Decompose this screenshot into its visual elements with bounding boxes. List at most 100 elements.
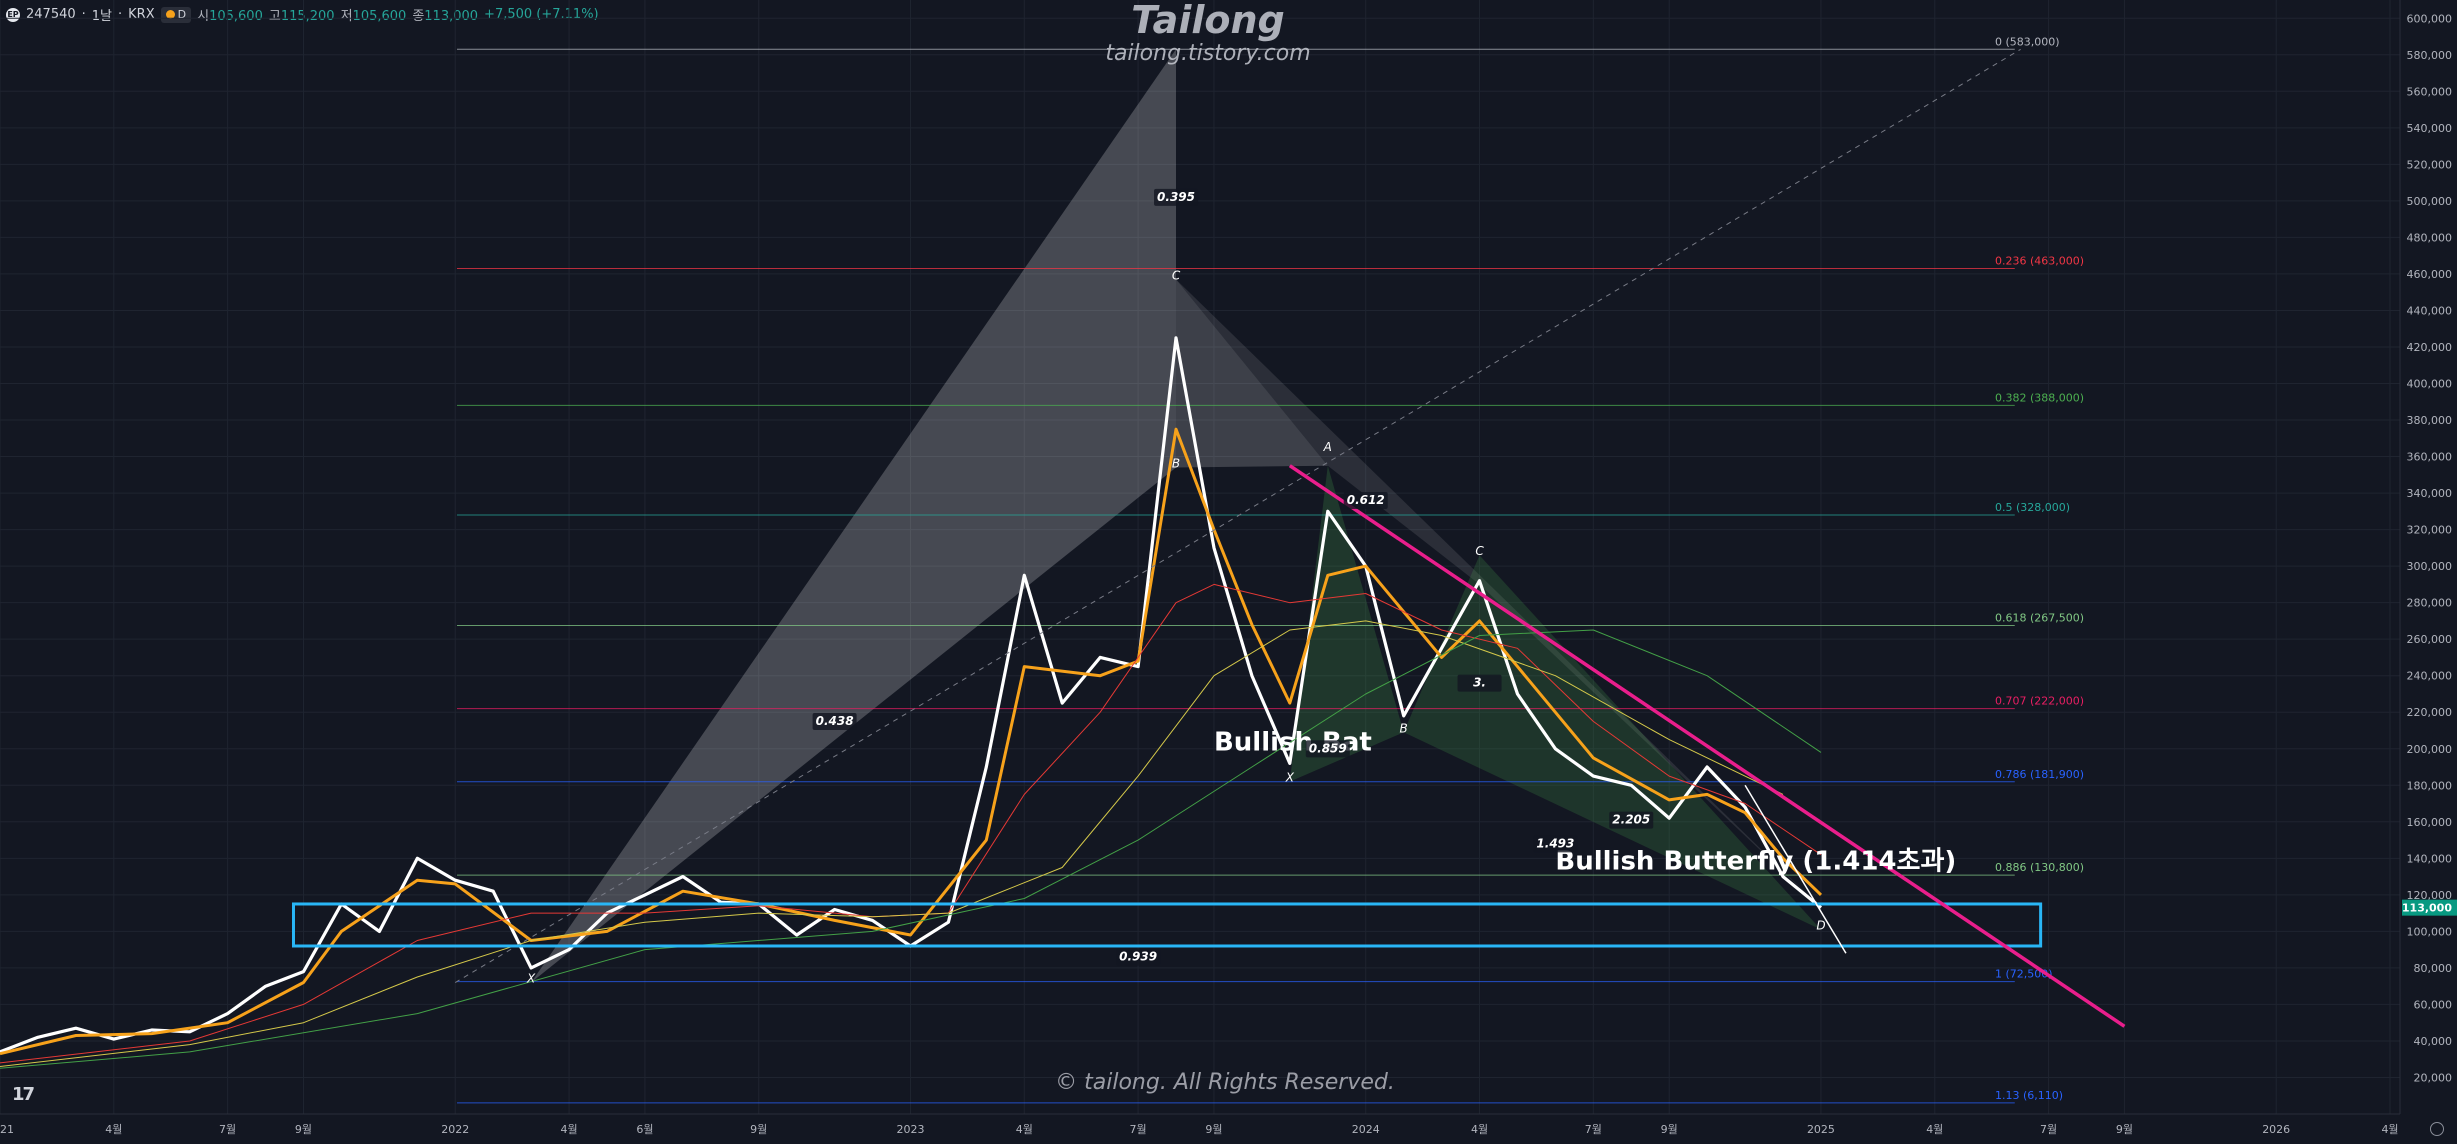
ratio-label-text: 3.	[1473, 676, 1486, 690]
price-tick-label: 280,000	[2407, 597, 2453, 610]
pattern-point-label: C	[1172, 268, 1181, 282]
ratio-label-text: 0.612	[1347, 493, 1385, 507]
ratio-label-text: 0.438	[816, 714, 854, 728]
settings-gear-icon[interactable]	[2430, 1122, 2444, 1136]
indicator-dot-icon	[165, 10, 175, 19]
time-tick-label: 9월	[750, 1123, 767, 1136]
bat-triangle-cd	[1176, 279, 1821, 908]
price-tick-label: 260,000	[2407, 633, 2453, 646]
price-tick-label: 300,000	[2407, 560, 2453, 573]
price-tick-label: 120,000	[2407, 889, 2453, 902]
price-tick-label: 200,000	[2407, 743, 2453, 756]
price-tick-label: 340,000	[2407, 487, 2453, 500]
ratio-label: 0.939	[1116, 948, 1161, 966]
time-tick-label: 4월	[1471, 1123, 1488, 1136]
last-price-badge	[2402, 899, 2457, 916]
bat-triangle-xab	[531, 49, 1176, 983]
price-tick-label: 580,000	[2407, 49, 2453, 62]
tradingview-logo-icon[interactable]: 17	[12, 1084, 35, 1105]
ratio-label: 3.	[1457, 674, 1502, 692]
time-tick-label: 2025	[1807, 1123, 1835, 1136]
pattern-point-label: B	[1400, 721, 1408, 735]
price-tick-label: 460,000	[2407, 268, 2453, 281]
price-tick-label: 420,000	[2407, 341, 2453, 354]
pattern-point-label: B	[1172, 457, 1180, 471]
ratio-label: 0.612	[1343, 492, 1388, 510]
time-tick-label: 2026	[2262, 1123, 2290, 1136]
symbol-header: EP 247540 · 1날 · KRX D 시105,600 고115,200…	[6, 5, 599, 24]
support-box	[291, 902, 2043, 948]
ratio-label: 2.205	[1609, 811, 1654, 829]
time-tick-label: 2022	[441, 1123, 469, 1136]
price-tick-label: 520,000	[2407, 158, 2453, 171]
pattern-point-label: D	[1816, 919, 1825, 933]
interval-label[interactable]: 1날	[91, 9, 113, 24]
ma-slow-line	[0, 620, 1784, 1067]
time-tick-label: 7월	[2040, 1123, 2057, 1136]
ratio-label: 0.859	[1305, 740, 1350, 758]
price-tick-label: 320,000	[2407, 524, 2453, 537]
pattern-point-label: X	[1285, 771, 1295, 785]
fib-label: 1 (72,500)	[1995, 968, 2053, 981]
price-tick-label: 220,000	[2407, 706, 2453, 719]
time-tick-label: 6월	[636, 1123, 653, 1136]
fib-label: 0.618 (267,500)	[1995, 611, 2084, 624]
ratio-label-bg	[1305, 740, 1350, 758]
last-price-label: 113,000	[2402, 902, 2452, 915]
time-tick-label: 7월	[219, 1123, 236, 1136]
ohlc-high: 고115,200	[268, 9, 335, 24]
fib-label: 0.786 (181,900)	[1995, 768, 2084, 781]
pattern-label: Bullish Butterfly (1.414초과)	[1555, 846, 1956, 876]
price-tick-label: 20,000	[2414, 1071, 2453, 1084]
pattern-point-label: X	[526, 972, 536, 986]
ratio-label-bg	[1116, 948, 1161, 966]
ma-fast-line	[0, 427, 1823, 1056]
fib-label: 1.13 (6,110)	[1995, 1089, 2063, 1102]
price-tick-label: 600,000	[2407, 12, 2453, 25]
price-tick-label: 240,000	[2407, 670, 2453, 683]
ratio-label-text: 0.859	[1309, 741, 1347, 755]
ratio-label-bg	[1154, 188, 1199, 206]
price-tick-label: 360,000	[2407, 451, 2453, 464]
fib-label: 0.5 (328,000)	[1995, 501, 2070, 514]
butterfly-triangle-bcd	[1403, 555, 1821, 930]
price-axis[interactable]: 20,000 40,000 60,000 80,000 100,000 120,000 14…	[2399, 0, 2457, 1144]
price-tick-label: 560,000	[2407, 85, 2453, 98]
time-tick-label: 9월	[2116, 1123, 2133, 1136]
price-tick-label: 540,000	[2407, 122, 2453, 135]
ma-long-line	[0, 629, 1822, 1069]
ratio-label-bg	[1343, 492, 1388, 510]
fib-label: 0.382 (388,000)	[1995, 391, 2084, 404]
time-tick-label: 4월	[105, 1123, 122, 1136]
ratio-label: 0.395	[1154, 188, 1199, 206]
ohlc-close: 종113,000	[412, 9, 479, 24]
projection-dashed-line	[454, 48, 2021, 983]
ratio-label-text: 1.493	[1536, 836, 1574, 850]
ratio-label-bg	[1533, 835, 1578, 853]
price-tick-label: 40,000	[2414, 1035, 2453, 1048]
ratio-label-bg	[1457, 674, 1502, 692]
time-tick-label: 2024	[1352, 1123, 1380, 1136]
grid	[0, 0, 2400, 1114]
ratio-label: 0.438	[812, 713, 857, 731]
time-tick-label: 9월	[295, 1123, 312, 1136]
ohlc-low: 저105,600	[340, 9, 407, 24]
time-tick-label: 2023	[896, 1123, 924, 1136]
time-axis[interactable]: 2021 4월 7월 9월 2022 4월 6월 9월 2023 4월 7월 9월 2024 4월 7월 9월…	[0, 1113, 2400, 1144]
watermark-copyright: © tailong. All Rights Reserved.	[1055, 1070, 1395, 1095]
price-tick-label: 440,000	[2407, 304, 2453, 317]
ohlc-open: 시105,600	[197, 9, 263, 24]
ratio-label: 1.493	[1533, 835, 1578, 853]
ratio-label-text: 2.205	[1612, 813, 1650, 827]
price-tick-label: 140,000	[2407, 852, 2453, 865]
time-tick-label: 4월	[1016, 1123, 1033, 1136]
time-tick-label: 4월	[2381, 1123, 2398, 1136]
price-tick-label: 80,000	[2414, 962, 2453, 975]
price-tick-label: 180,000	[2407, 779, 2453, 792]
ma-mid-line	[0, 583, 1822, 1064]
price-tick-label: 100,000	[2407, 925, 2453, 938]
fib-label: 0.707 (222,000)	[1995, 695, 2084, 708]
